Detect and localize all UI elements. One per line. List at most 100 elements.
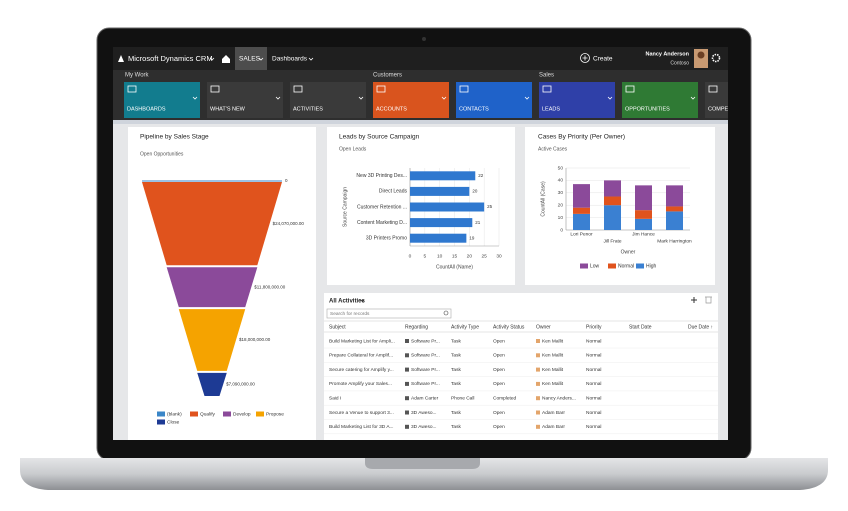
legend-label: High — [646, 263, 657, 269]
bar-value-label: 22 — [478, 173, 484, 178]
tile[interactable] — [124, 82, 200, 118]
bar-segment — [635, 210, 652, 219]
y-tick-label: 3D Printers Promo — [366, 236, 407, 242]
cell-icon — [536, 339, 540, 343]
table-cell: Task — [451, 381, 461, 387]
nav-tab[interactable]: SALES — [239, 56, 261, 63]
tile-icon — [376, 85, 386, 93]
legend-label: Qualify — [200, 411, 216, 417]
legend-swatch — [256, 411, 264, 417]
table-cell[interactable]: Build Marketing List for Ampli... — [329, 338, 395, 344]
bar — [410, 202, 485, 212]
table-cell: Task — [451, 353, 461, 359]
cell-icon — [405, 353, 409, 358]
cell-icon — [405, 396, 409, 401]
table-cell[interactable]: Promote Amplify your Sales... — [329, 381, 392, 387]
funnel-segment — [142, 182, 282, 266]
view-selector[interactable]: All Activities — [329, 299, 365, 305]
legend-label: Develop — [233, 411, 251, 417]
tile[interactable] — [705, 82, 781, 118]
legend-swatch — [223, 411, 231, 417]
x-tick-label: 30 — [496, 253, 502, 259]
legend-swatch — [157, 419, 165, 425]
tile-chevron — [441, 96, 447, 100]
search-placeholder: Search for records — [330, 311, 370, 317]
column-header[interactable]: Owner — [536, 324, 551, 330]
legend-label: Propose — [266, 411, 284, 417]
legend-label: Low — [590, 263, 600, 269]
column-header[interactable]: Activity Type — [451, 324, 479, 330]
column-header[interactable]: Subject — [329, 324, 346, 330]
tile[interactable] — [290, 82, 366, 118]
table-cell: Phone Call — [451, 395, 474, 401]
search-box[interactable] — [326, 308, 452, 319]
tile-chevron — [192, 96, 198, 100]
search-icon[interactable] — [443, 310, 449, 316]
y-tick-label: 0 — [560, 227, 563, 233]
table-cell[interactable]: Said I — [329, 395, 341, 401]
column-header[interactable]: Priority — [586, 324, 602, 330]
tile[interactable] — [622, 82, 698, 118]
column-header[interactable]: Regarding — [405, 324, 428, 330]
settings-icon[interactable] — [711, 53, 721, 63]
y-tick-label: 40 — [558, 178, 564, 184]
cell-icon — [536, 353, 540, 358]
bar-segment — [573, 184, 590, 208]
table-cell[interactable]: Secure catering for Amplify y... — [329, 367, 394, 373]
legend-swatch — [190, 411, 198, 417]
chevron — [308, 57, 314, 61]
tile[interactable] — [539, 82, 615, 118]
funnel-segment — [178, 309, 246, 371]
bar-segment — [666, 185, 683, 207]
screen: Microsoft Dynamics CRM SALES Dashboards Cre… — [113, 47, 781, 440]
legend-swatch — [157, 411, 165, 417]
create-icon[interactable] — [580, 53, 590, 63]
tile[interactable] — [373, 82, 449, 118]
table-cell: Nancy Anders... — [542, 395, 576, 401]
tile-chevron — [358, 96, 364, 100]
create-button[interactable]: Create — [593, 56, 613, 63]
table-cell: Software Pr... — [411, 338, 440, 344]
tile-icon — [459, 85, 469, 93]
x-tick-label: Mark Harrington — [657, 238, 692, 244]
tile[interactable] — [456, 82, 532, 118]
create-plus — [582, 55, 588, 61]
table-cell: Ken Mallit — [542, 381, 564, 387]
cell-icon — [405, 367, 409, 372]
funnel-segment — [166, 267, 258, 308]
delete-icon[interactable] — [705, 296, 712, 304]
chevron — [209, 57, 215, 61]
column-header[interactable]: Start Date — [629, 324, 652, 330]
funnel-value-label: $18,000,000.00 — [239, 337, 271, 342]
tile-icon — [127, 85, 137, 93]
column-header[interactable]: Due Date ↑ — [688, 324, 713, 330]
cell-icon — [405, 424, 409, 429]
funnel-segment — [197, 372, 227, 396]
tile[interactable] — [207, 82, 283, 118]
tile-label: LEADS — [542, 106, 560, 112]
table-cell[interactable]: Prepare Collateral for Amplif... — [329, 353, 393, 359]
tile-label: OPPORTUNITIES — [625, 106, 670, 112]
x-tick-label: 20 — [467, 253, 473, 259]
x-tick-label: Jim Hance — [632, 231, 655, 237]
legend-swatch — [608, 263, 616, 269]
y-tick-label: Direct Leads — [379, 189, 408, 195]
column-header[interactable]: Activity Status — [493, 324, 525, 330]
bar-value-label: 21 — [475, 220, 481, 225]
cell-icon — [536, 396, 540, 401]
y-tick-label: Customer Retention ... — [357, 204, 407, 210]
chart-title: Cases By Priority (Per Owner) — [538, 134, 625, 141]
y-tick-label: 10 — [558, 215, 564, 221]
table-cell: Open — [493, 410, 505, 416]
legend-label: Normal — [618, 263, 634, 269]
table-cell[interactable]: Secure a Venue to support 3... — [329, 410, 394, 416]
bar-segment — [573, 213, 590, 230]
add-icon[interactable] — [691, 297, 697, 303]
nav-menu[interactable]: Dashboards — [272, 56, 308, 63]
cell-icon — [536, 367, 540, 372]
home-icon[interactable] — [222, 55, 230, 63]
table-cell[interactable]: Build Marketing List for 3D A... — [329, 424, 394, 430]
funnel-value-label: 0 — [285, 178, 288, 183]
